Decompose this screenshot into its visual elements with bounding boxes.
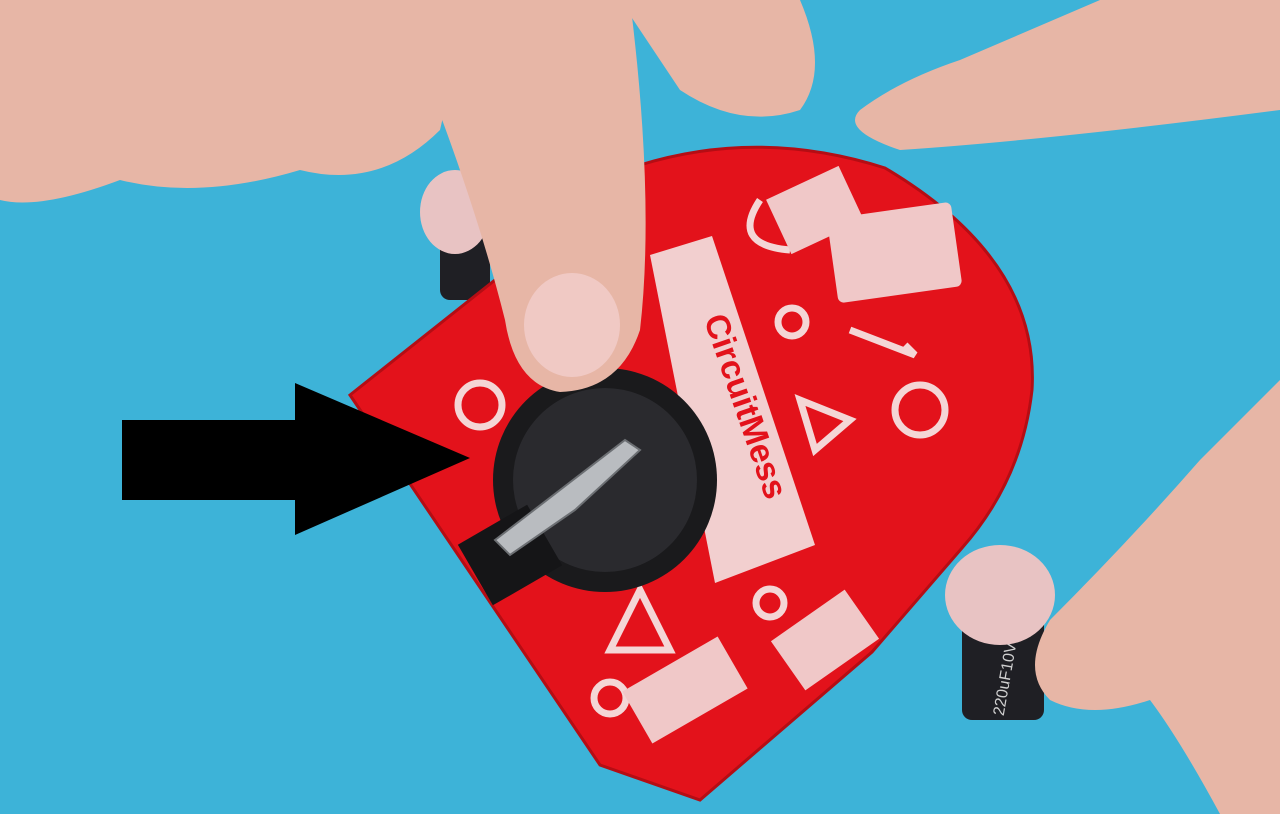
silkscreen — [454, 198, 949, 718]
chip-pad — [827, 202, 962, 303]
fingernail — [524, 273, 620, 377]
capacitor-top — [945, 545, 1055, 645]
connector-pad — [770, 589, 880, 691]
arrow-shaft — [122, 420, 302, 500]
pad — [766, 165, 864, 255]
battery-clip — [493, 438, 642, 557]
pad — [622, 636, 748, 744]
logo-strip — [650, 236, 815, 583]
arrow-head — [295, 383, 470, 535]
